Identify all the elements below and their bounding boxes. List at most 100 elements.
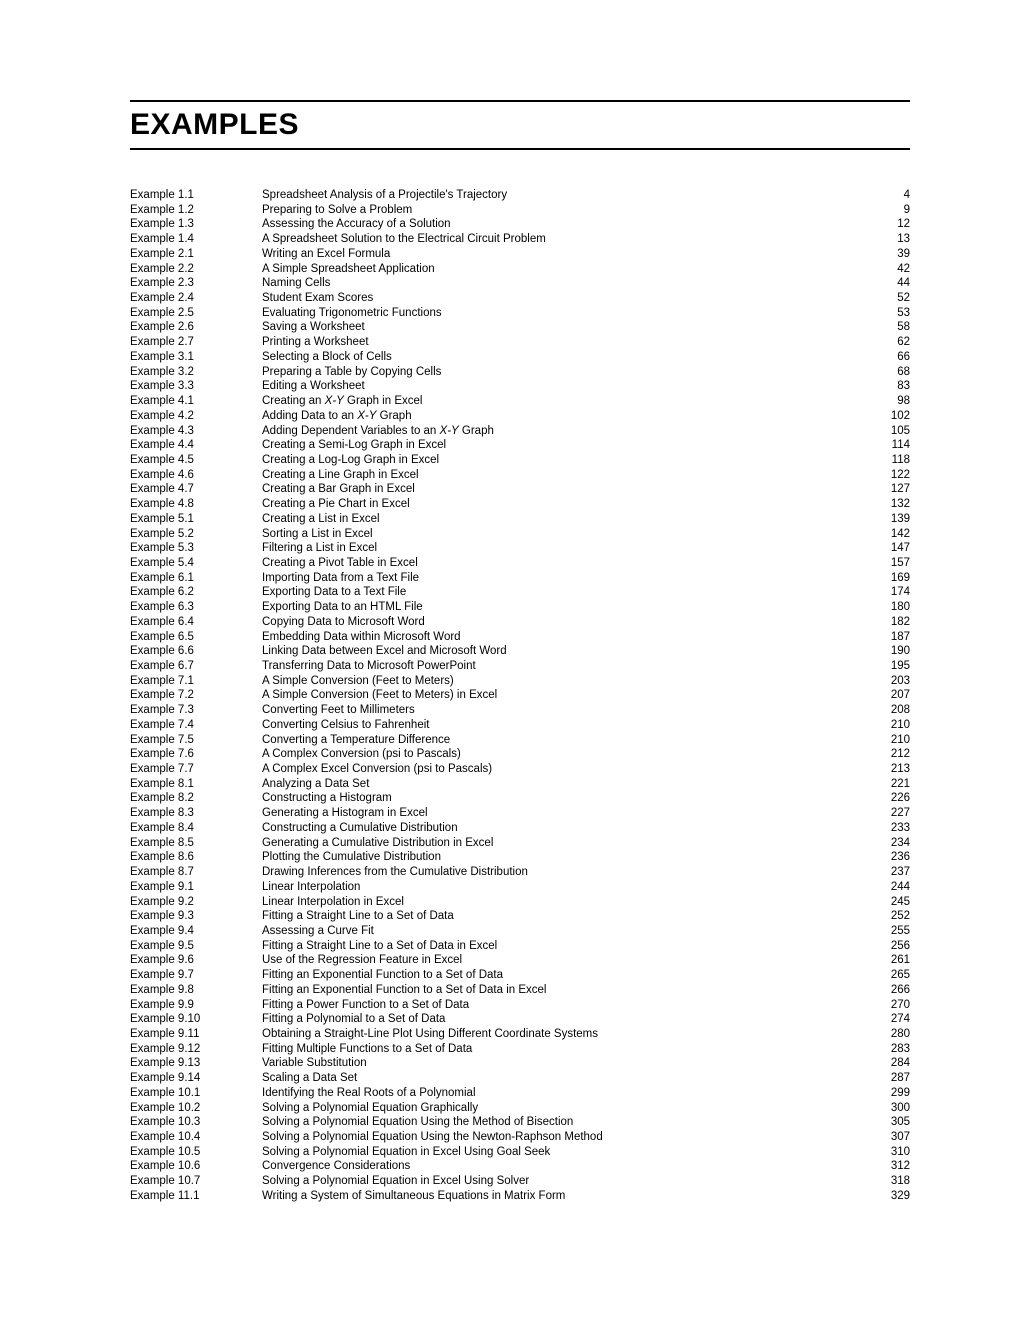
page-number: 53 — [870, 306, 910, 321]
toc-row: Example 1.1Spreadsheet Analysis of a Pro… — [130, 188, 910, 203]
example-description: Converting Celsius to Fahrenheit — [262, 718, 870, 733]
toc-row: Example 9.10Fitting a Polynomial to a Se… — [130, 1012, 910, 1027]
example-label: Example 10.1 — [130, 1086, 262, 1101]
example-description: Writing an Excel Formula — [262, 247, 870, 262]
page-number: 132 — [870, 497, 910, 512]
example-label: Example 9.5 — [130, 939, 262, 954]
page-number: 234 — [870, 836, 910, 851]
example-description: Writing a System of Simultaneous Equatio… — [262, 1189, 870, 1204]
toc-row: Example 9.11Obtaining a Straight-Line Pl… — [130, 1027, 910, 1042]
example-description: Generating a Histogram in Excel — [262, 806, 870, 821]
toc-row: Example 2.6Saving a Worksheet58 — [130, 320, 910, 335]
toc-row: Example 6.3Exporting Data to an HTML Fil… — [130, 600, 910, 615]
example-description: Solving a Polynomial Equation Graphicall… — [262, 1101, 870, 1116]
example-label: Example 3.2 — [130, 365, 262, 380]
example-label: Example 7.7 — [130, 762, 262, 777]
page-number: 68 — [870, 365, 910, 380]
example-description: Creating a Semi-Log Graph in Excel — [262, 438, 870, 453]
example-label: Example 10.6 — [130, 1159, 262, 1174]
toc-row: Example 10.6Convergence Considerations31… — [130, 1159, 910, 1174]
toc-row: Example 4.2Adding Data to an X-Y Graph10… — [130, 409, 910, 424]
example-description: Fitting Multiple Functions to a Set of D… — [262, 1042, 870, 1057]
example-description: Importing Data from a Text File — [262, 571, 870, 586]
page-number: 255 — [870, 924, 910, 939]
example-label: Example 9.2 — [130, 895, 262, 910]
page-number: 39 — [870, 247, 910, 262]
toc-row: Example 10.3Solving a Polynomial Equatio… — [130, 1115, 910, 1130]
example-description: Creating a Bar Graph in Excel — [262, 482, 870, 497]
example-label: Example 1.2 — [130, 203, 262, 218]
example-description: Creating a Line Graph in Excel — [262, 468, 870, 483]
toc-row: Example 6.4Copying Data to Microsoft Wor… — [130, 615, 910, 630]
example-description: Converting Feet to Millimeters — [262, 703, 870, 718]
example-label: Example 4.8 — [130, 497, 262, 512]
page-number: 312 — [870, 1159, 910, 1174]
example-description: Creating a Pie Chart in Excel — [262, 497, 870, 512]
example-description: Convergence Considerations — [262, 1159, 870, 1174]
example-description: Sorting a List in Excel — [262, 527, 870, 542]
example-label: Example 4.6 — [130, 468, 262, 483]
toc-row: Example 6.1Importing Data from a Text Fi… — [130, 571, 910, 586]
example-label: Example 5.1 — [130, 512, 262, 527]
toc-row: Example 1.3Assessing the Accuracy of a S… — [130, 217, 910, 232]
example-label: Example 9.12 — [130, 1042, 262, 1057]
example-description: Creating an X-Y Graph in Excel — [262, 394, 870, 409]
example-description: Creating a Pivot Table in Excel — [262, 556, 870, 571]
example-description: A Complex Excel Conversion (psi to Pasca… — [262, 762, 870, 777]
page-number: 187 — [870, 630, 910, 645]
page-number: 226 — [870, 791, 910, 806]
toc-row: Example 9.7Fitting an Exponential Functi… — [130, 968, 910, 983]
example-description: Use of the Regression Feature in Excel — [262, 953, 870, 968]
example-label: Example 7.5 — [130, 733, 262, 748]
page-number: 12 — [870, 217, 910, 232]
page-number: 13 — [870, 232, 910, 247]
example-label: Example 10.7 — [130, 1174, 262, 1189]
example-description: Preparing to Solve a Problem — [262, 203, 870, 218]
page-number: 180 — [870, 600, 910, 615]
toc-row: Example 7.3Converting Feet to Millimeter… — [130, 703, 910, 718]
toc-row: Example 6.2Exporting Data to a Text File… — [130, 585, 910, 600]
example-description: Adding Dependent Variables to an X-Y Gra… — [262, 424, 870, 439]
toc-row: Example 5.1Creating a List in Excel139 — [130, 512, 910, 527]
example-label: Example 9.9 — [130, 998, 262, 1013]
example-label: Example 10.2 — [130, 1101, 262, 1116]
toc-row: Example 4.4Creating a Semi-Log Graph in … — [130, 438, 910, 453]
toc-row: Example 7.1A Simple Conversion (Feet to … — [130, 674, 910, 689]
example-description: Linking Data between Excel and Microsoft… — [262, 644, 870, 659]
page-number: 122 — [870, 468, 910, 483]
page-number: 147 — [870, 541, 910, 556]
page-number: 127 — [870, 482, 910, 497]
page-number: 44 — [870, 276, 910, 291]
toc-row: Example 1.2Preparing to Solve a Problem9 — [130, 203, 910, 218]
toc-row: Example 4.3Adding Dependent Variables to… — [130, 424, 910, 439]
toc-row: Example 4.7Creating a Bar Graph in Excel… — [130, 482, 910, 497]
page-number: 203 — [870, 674, 910, 689]
toc-row: Example 9.14Scaling a Data Set287 — [130, 1071, 910, 1086]
example-label: Example 9.4 — [130, 924, 262, 939]
example-description: Naming Cells — [262, 276, 870, 291]
page-number: 4 — [870, 188, 910, 203]
page-number: 169 — [870, 571, 910, 586]
toc-row: Example 3.2Preparing a Table by Copying … — [130, 365, 910, 380]
rule-top — [130, 100, 910, 102]
page-number: 58 — [870, 320, 910, 335]
example-label: Example 2.6 — [130, 320, 262, 335]
toc-row: Example 9.4Assessing a Curve Fit255 — [130, 924, 910, 939]
page-number: 237 — [870, 865, 910, 880]
page-number: 190 — [870, 644, 910, 659]
toc-row: Example 9.13Variable Substitution284 — [130, 1056, 910, 1071]
toc-row: Example 8.5Generating a Cumulative Distr… — [130, 836, 910, 851]
example-label: Example 6.7 — [130, 659, 262, 674]
example-label: Example 2.1 — [130, 247, 262, 262]
toc-row: Example 6.6Linking Data between Excel an… — [130, 644, 910, 659]
example-description: Creating a List in Excel — [262, 512, 870, 527]
page-number: 261 — [870, 953, 910, 968]
example-description: Obtaining a Straight-Line Plot Using Dif… — [262, 1027, 870, 1042]
toc-row: Example 4.1Creating an X-Y Graph in Exce… — [130, 394, 910, 409]
page-number: 182 — [870, 615, 910, 630]
example-description: A Simple Conversion (Feet to Meters) — [262, 674, 870, 689]
page-number: 9 — [870, 203, 910, 218]
example-label: Example 8.1 — [130, 777, 262, 792]
page-number: 221 — [870, 777, 910, 792]
example-description: Transferring Data to Microsoft PowerPoin… — [262, 659, 870, 674]
